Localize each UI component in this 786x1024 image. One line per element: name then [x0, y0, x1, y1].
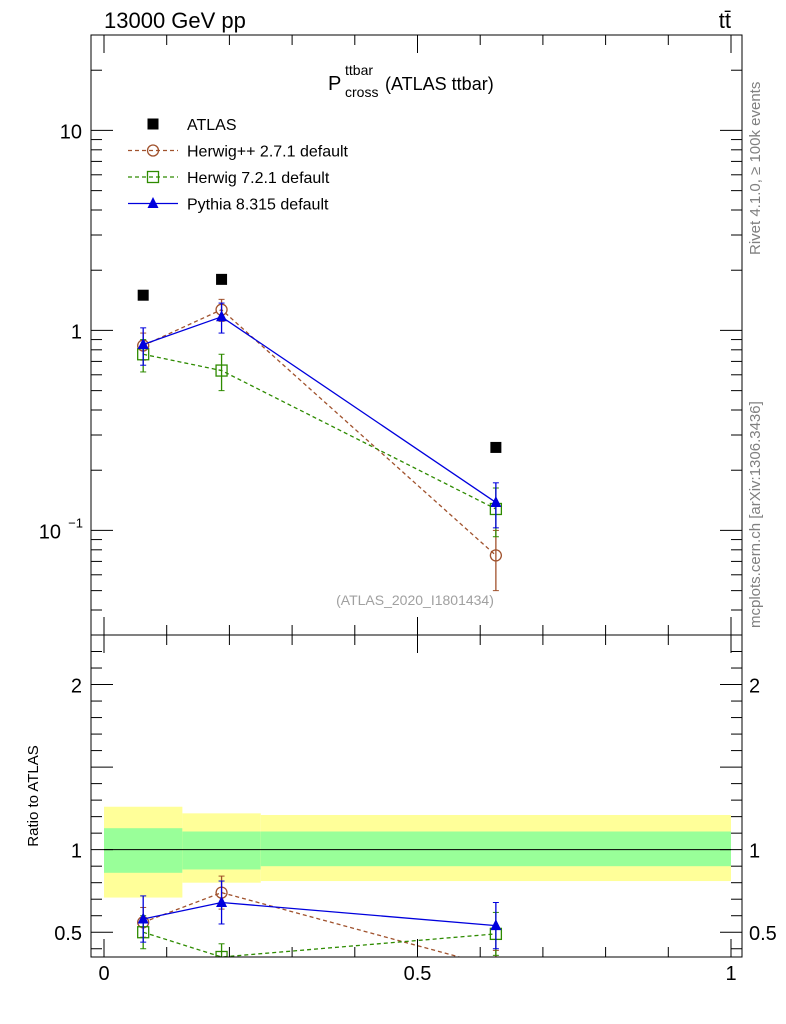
series-line-pythia	[142, 316, 497, 503]
main-panel: 10 −1 1 10 P ttbar cross (ATLAS ttbar) (ATL…	[39, 34, 743, 636]
data-point-pythia	[137, 338, 149, 350]
legend: ATLAS Herwig++ 2.7.1 default Herwig 7.2.1 …	[128, 117, 349, 214]
analysis-tag: (ATLAS_2020_I1801434)	[336, 592, 494, 608]
ratio-x-tick-label: 0	[98, 963, 109, 985]
ratio-y-tick-label-left: 2	[71, 676, 82, 698]
rivet-version-label: Rivet 4.1.0, ≥ 100k events	[747, 82, 764, 255]
uncertainty-band-inner	[104, 828, 183, 873]
main-y-tick-exponent: −1	[68, 515, 83, 530]
ratio-y-axis-label: Ratio to ATLAS	[25, 745, 42, 846]
ratio-point-herwigpp	[490, 961, 501, 972]
ratio-frame	[90, 634, 743, 958]
plot-title-superscript: ttbar	[345, 62, 373, 78]
series-line-herwigpp	[142, 308, 497, 556]
legend-label-herwig7: Herwig 7.2.1 default	[187, 170, 330, 187]
legend-marker-herwigpp	[146, 144, 160, 157]
data-point-pythia	[216, 310, 228, 322]
legend-label-herwigpp: Herwig++ 2.7.1 default	[187, 144, 349, 161]
uncertainty-band-inner	[260, 831, 731, 867]
main-y-tick-label: 10	[39, 521, 61, 543]
ratio-y-tick-label-right: 1	[749, 841, 760, 863]
ratio-panel: 0.5 0.5 1 1 2 2 0 0.5 1 Ratio to ATLAS	[25, 634, 777, 985]
ratio-point-herwig7	[215, 950, 228, 957]
data-point-atlas	[137, 289, 149, 301]
ratio-x-tick-label: 0.5	[404, 963, 432, 985]
plot-title-subscript: cross	[345, 84, 378, 100]
ratio-y-tick-label-left: 0.5	[54, 923, 82, 945]
ratio-line-pythia	[143, 901, 496, 927]
ratio-line-herwigpp	[142, 891, 462, 957]
data-point-herwig7	[215, 364, 228, 377]
ratio-x-tick-label: 1	[725, 963, 736, 985]
ratio-point-pythia	[137, 912, 149, 924]
ratio-point-pythia	[490, 919, 502, 931]
ratio-y-tick-label-right: 0.5	[749, 923, 777, 945]
legend-label-atlas: ATLAS	[187, 117, 237, 134]
main-y-tick-label: 10	[60, 121, 82, 143]
source-url-label: mcplots.cern.ch [arXiv:1306.3436]	[747, 401, 764, 628]
plot-title: P	[328, 73, 341, 95]
plot-title-main: P	[328, 73, 341, 95]
header-energy-label: 13000 GeV pp	[104, 8, 246, 33]
legend-marker-pythia	[147, 197, 159, 208]
data-point-herwigpp	[489, 549, 503, 562]
ratio-point-pythia	[216, 896, 228, 908]
ratio-y-tick-label-right: 2	[749, 676, 760, 698]
header-process-label: tt̄	[719, 8, 731, 33]
data-point-pythia	[490, 495, 502, 507]
ratio-line-herwig7	[142, 931, 496, 957]
data-point-atlas	[490, 441, 502, 453]
uncertainty-band-inner	[182, 831, 261, 870]
series-line-herwig7	[143, 353, 497, 510]
ratio-y-tick-label-left: 1	[71, 841, 82, 863]
data-point-atlas	[216, 273, 228, 285]
legend-label-pythia: Pythia 8.315 default	[187, 197, 329, 214]
main-y-tick-label: 1	[71, 321, 82, 343]
legend-marker-herwig7	[146, 170, 160, 184]
legend-marker-atlas	[147, 118, 159, 130]
plot-title-suffix: (ATLAS ttbar)	[385, 74, 494, 94]
